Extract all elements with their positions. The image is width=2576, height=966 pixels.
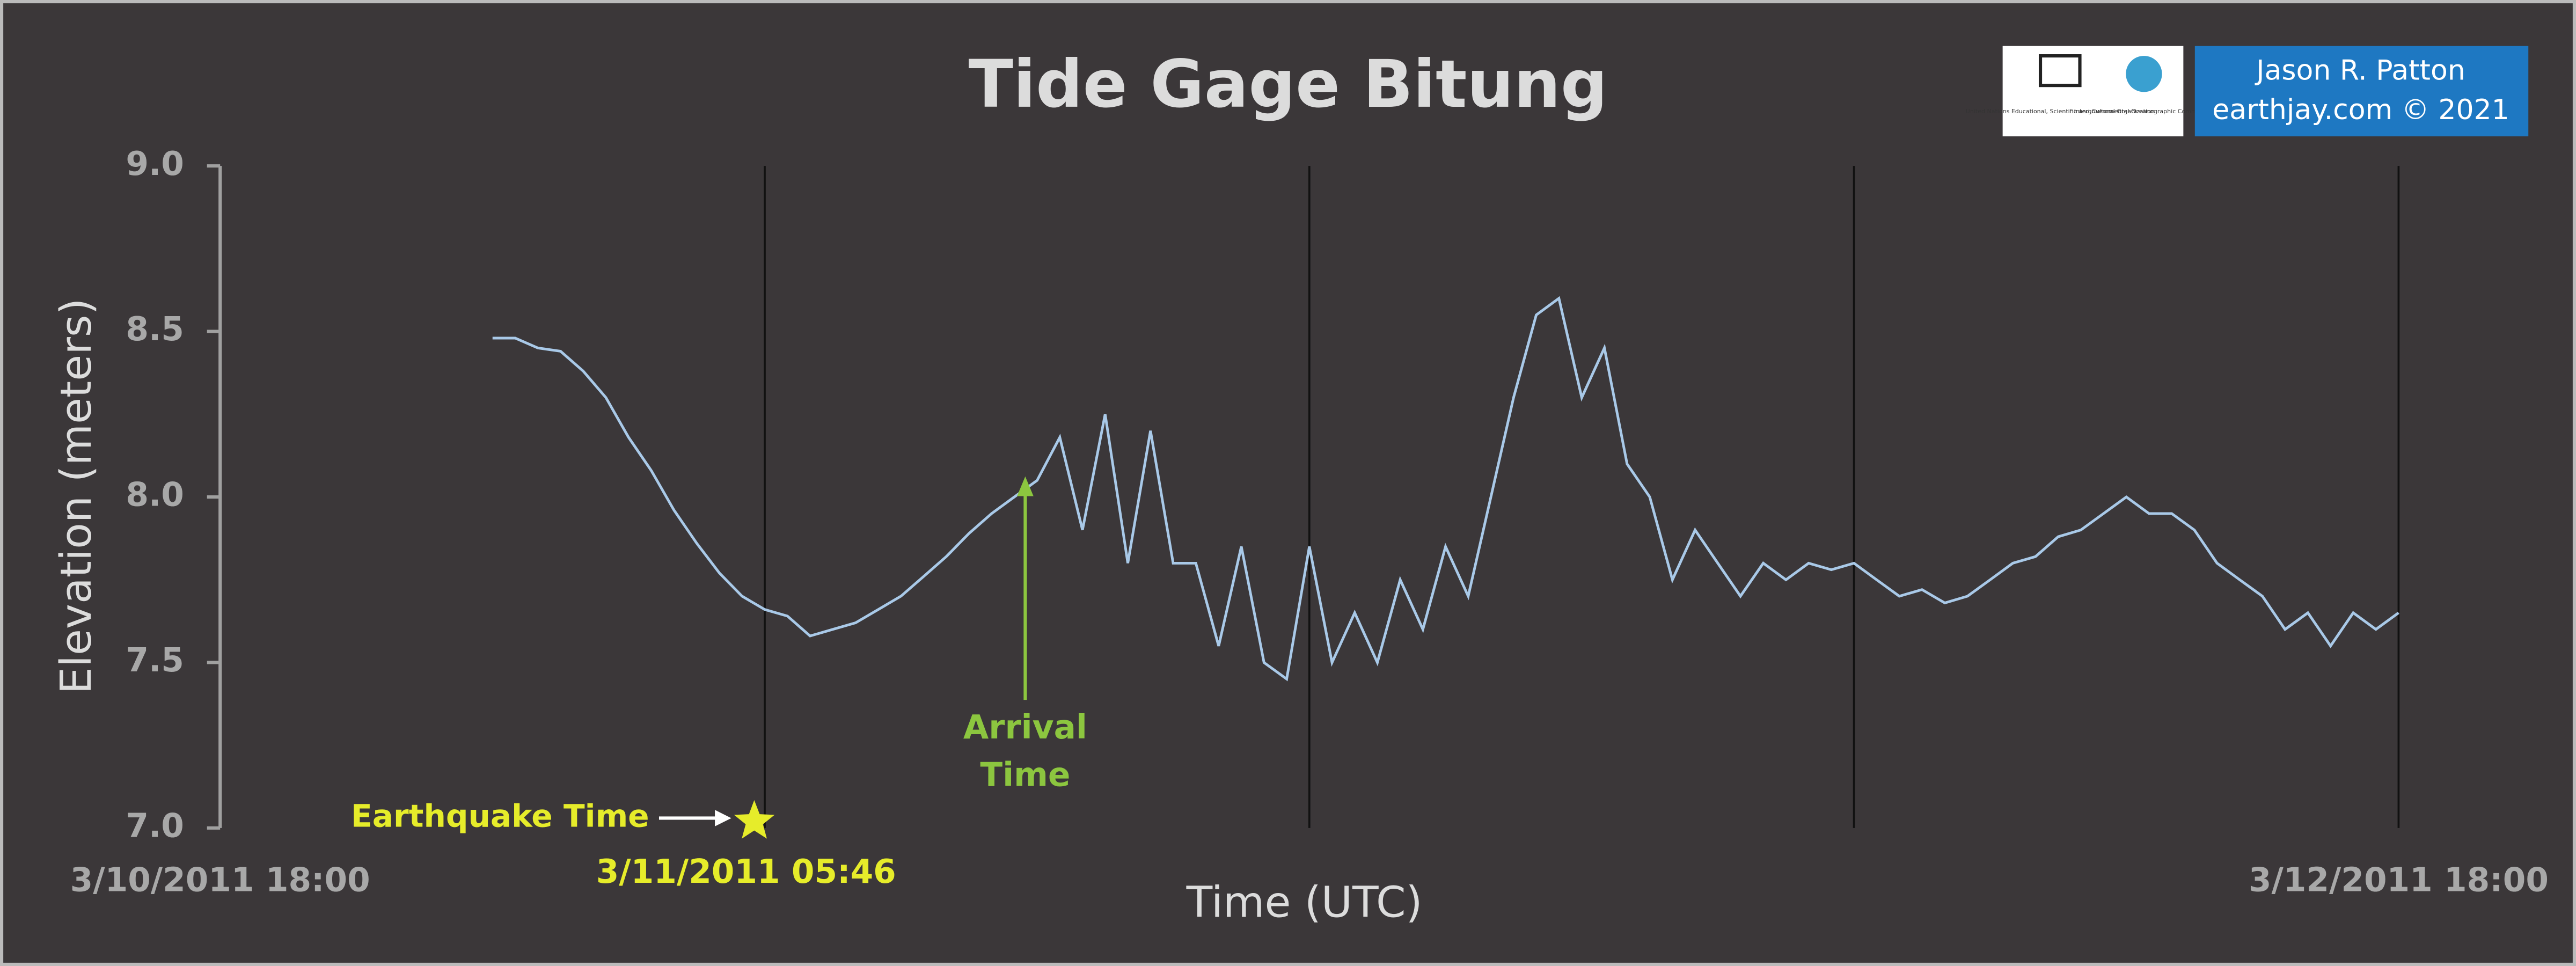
credit-text: Jason R. Patton [2255, 55, 2465, 87]
unesco-icon [2038, 54, 2082, 87]
y-axis-label: Elevation (meters) [51, 298, 101, 694]
x-axis-label: Time (UTC) [1186, 877, 1423, 927]
credit-text: earthjay.com © 2021 [2212, 94, 2509, 126]
x-tick-label: 3/10/2011 18:00 [70, 861, 370, 899]
logo-text: Intergovernmental Oceanographic Commissi… [2074, 108, 2214, 115]
chart-title: Tide Gage Bitung [968, 46, 1607, 122]
earthquake-time: 3/11/2011 05:46 [596, 853, 896, 891]
logo-box: United Nations Educational, Scientific a… [1966, 46, 2529, 137]
tide-line [492, 296, 2399, 682]
earthquake-label: Earthquake Time [351, 798, 649, 835]
x-tick-label: 3/12/2011 18:00 [2249, 861, 2549, 899]
arrival-label: Time [980, 756, 1070, 794]
logo-background [2002, 46, 2184, 137]
arrival-label: Arrival [963, 708, 1087, 747]
credit-background [2194, 46, 2529, 137]
logo-text: United Nations Educational, Scientific a… [1966, 108, 2155, 115]
arrow-head [715, 810, 731, 826]
y-tick-label: 8.0 [126, 476, 184, 514]
y-tick-label: 8.5 [126, 310, 184, 348]
y-tick-label: 9.0 [126, 145, 184, 183]
y-tick-label: 7.5 [126, 641, 184, 679]
arrow-head [1017, 476, 1034, 496]
y-tick-label: 7.0 [126, 807, 184, 845]
earthquake-star [734, 800, 775, 839]
ioc-icon [2126, 56, 2162, 92]
